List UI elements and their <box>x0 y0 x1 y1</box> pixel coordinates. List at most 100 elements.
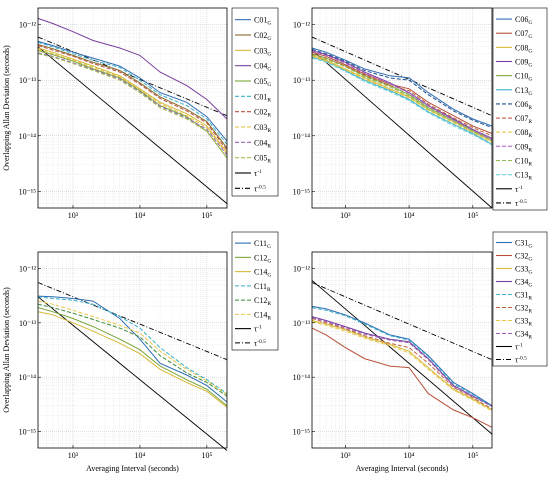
legend-subscript: R <box>528 119 532 125</box>
tau-minus-1-line <box>37 296 228 451</box>
x-tick-label: 10³ <box>340 451 351 460</box>
series-line-C02-G <box>37 44 228 149</box>
x-tick-label: 10⁵ <box>467 451 478 460</box>
y-tick-label: 10⁻¹⁴ <box>293 132 311 141</box>
series-line-C07-G <box>311 51 493 134</box>
tau-minus-half-line <box>311 282 493 361</box>
legend-subscript: G <box>528 91 532 97</box>
y-tick-label: 10⁻¹² <box>19 264 37 273</box>
legend-label: C33R <box>515 317 532 328</box>
legend-label: C12R <box>254 296 271 307</box>
legend-label: C07G <box>515 29 532 40</box>
x-tick-label: 10³ <box>68 211 79 220</box>
legend-label: C01G <box>254 16 271 27</box>
y-tick-label: 10⁻¹² <box>293 21 311 30</box>
legend-label: C33G <box>515 265 532 276</box>
legend-subscript: R <box>528 162 532 168</box>
legend-subscript: R <box>528 147 532 153</box>
x-tick-label: 10³ <box>68 451 79 460</box>
series-line-C02-R <box>37 45 228 151</box>
y-tick-label: 10⁻¹⁵ <box>19 428 37 437</box>
legend-label: C31R <box>515 291 532 302</box>
series-line-C04-R <box>37 52 228 156</box>
series-line-C08-R <box>311 55 493 144</box>
legend-label: C05R <box>254 154 271 165</box>
legend-subscript: G <box>528 77 532 83</box>
y-tick-label: 10⁻¹³ <box>293 76 311 85</box>
legend-label: C32G <box>515 252 532 263</box>
tau-minus-1-line <box>311 280 493 435</box>
legend-subscript: G <box>528 20 532 26</box>
y-tick-label: 10⁻¹⁴ <box>19 132 37 141</box>
grid <box>37 7 228 209</box>
legend-subscript: G <box>267 273 271 279</box>
legend-label: C34R <box>515 330 532 341</box>
series-line-C03-G <box>37 47 228 153</box>
y-tick-label: 10⁻¹³ <box>19 76 37 85</box>
y-tick-label: 10⁻¹² <box>19 21 37 30</box>
legend-label: τ-0.5 <box>254 339 266 348</box>
legend-label: C04G <box>254 62 271 73</box>
legend-label: τ-1 <box>254 169 262 178</box>
legend-subscript: R <box>267 97 271 103</box>
series-line-C31-R <box>311 307 493 407</box>
legend-label: τ-0.5 <box>515 199 527 208</box>
plot-frame <box>311 7 493 209</box>
grid <box>311 251 493 449</box>
y-tick-label: 10⁻¹⁴ <box>19 373 37 382</box>
plot-frame <box>37 251 228 449</box>
chart-panel-bottom-right: 10³ 10⁴ 10⁵ 10⁻¹² 10⁻¹³ 10⁻¹⁴ 10⁻¹⁵ Averaging I… <box>293 231 548 473</box>
series-line-C06-G <box>311 47 493 127</box>
legend-subscript: G <box>267 36 271 42</box>
legend-label: τ-1 <box>515 185 523 194</box>
legend-superscript: -1 <box>257 325 262 331</box>
y-tick-label: 10⁻¹³ <box>293 319 311 328</box>
legend-label: C08R <box>515 128 532 139</box>
series-line-C06-R <box>311 48 493 129</box>
legend-label: C02G <box>254 31 271 42</box>
legend-label: C09G <box>515 58 532 69</box>
legend-superscript: -0.5 <box>257 184 266 190</box>
legend-label: C34G <box>515 278 532 289</box>
legend-subscript: R <box>528 176 532 182</box>
legend-superscript: -1 <box>518 343 523 349</box>
series-line-C01-G <box>37 40 228 142</box>
legend-subscript: R <box>267 301 271 307</box>
legend-subscript: G <box>528 283 532 289</box>
legend-label: C14R <box>254 310 271 321</box>
x-tick-label: 10⁴ <box>404 211 415 220</box>
series-line-C10-R <box>311 54 493 142</box>
series-line-C09-G <box>311 50 493 139</box>
x-tick-label: 10⁵ <box>201 451 212 460</box>
legend-label: C12G <box>254 253 271 264</box>
series-line-C03-R <box>37 48 228 154</box>
legend-label: τ-1 <box>515 343 523 352</box>
legend-subscript: G <box>528 63 532 69</box>
legend-label: C09R <box>515 142 532 153</box>
legend-subscript: G <box>267 67 271 73</box>
legend-subscript: R <box>528 335 532 341</box>
legend-label: C14G <box>254 268 271 279</box>
legend-label: C04R <box>254 138 271 149</box>
series-line-C12-G <box>37 307 228 407</box>
chart-panel-top-right: 10³ 10⁴ 10⁵ 10⁻¹² 10⁻¹³ 10⁻¹⁴ 10⁻¹⁵ C06G C07G C08… <box>293 7 548 220</box>
series-line-C11-R <box>37 296 228 395</box>
legend-superscript: -0.5 <box>257 339 266 345</box>
legend-label: C08G <box>515 43 532 54</box>
x-tick-label: 10³ <box>340 211 351 220</box>
legend-subscript: R <box>528 322 532 328</box>
legend-box <box>231 231 279 351</box>
plot-frame <box>311 251 493 449</box>
legend-subscript: R <box>267 315 271 321</box>
y-tick-label: 10⁻¹³ <box>19 319 37 328</box>
series-line-C32-G <box>311 327 493 428</box>
legend-superscript: -0.5 <box>518 356 527 362</box>
legend-subscript: R <box>528 309 532 315</box>
legend-subscript: R <box>528 296 532 302</box>
legend-label: C03R <box>254 123 271 134</box>
tau-minus-1-line <box>311 49 493 209</box>
series-line-C05-R <box>37 53 228 159</box>
legend-label: C03G <box>254 46 271 57</box>
x-axis-label: Averaging Interval (seconds) <box>86 464 179 473</box>
